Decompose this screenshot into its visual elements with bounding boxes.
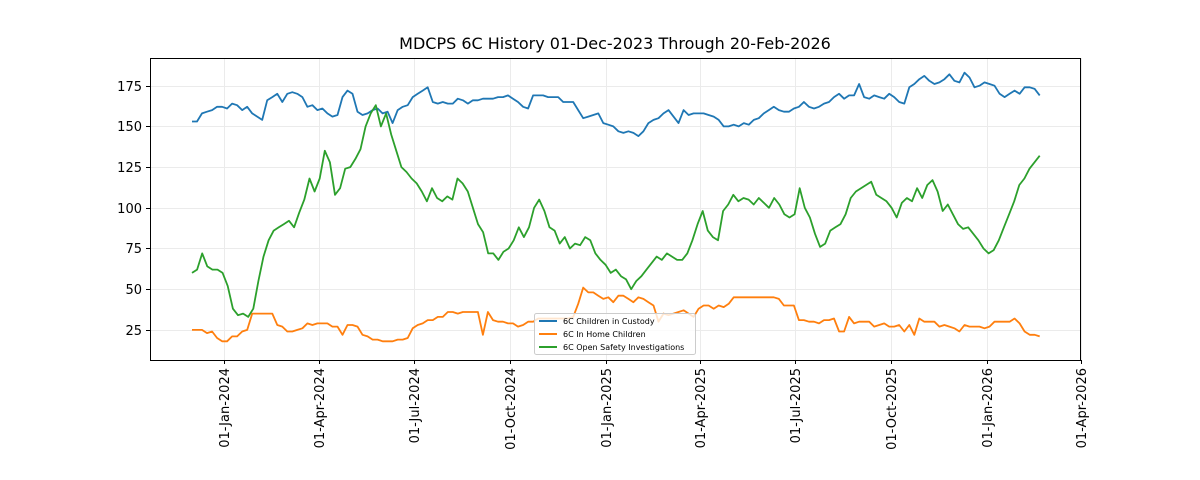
chart-title: MDCPS 6C History 01-Dec-2023 Through 20-… bbox=[399, 34, 831, 53]
series-layer bbox=[191, 71, 1041, 343]
legend-box bbox=[534, 313, 696, 355]
x-tick-label: 01-Jul-2025 bbox=[789, 368, 804, 443]
x-tick-label: 01-Jan-2025 bbox=[600, 368, 615, 448]
y-tick-label: 50 bbox=[125, 283, 142, 298]
x-tick-label: 01-Jan-2024 bbox=[218, 368, 233, 448]
x-axis: 01-Jan-2024 01-Apr-2024 01-Jul-2024 01-Oct-… bbox=[218, 360, 1090, 450]
x-tick-label: 01-Oct-2024 bbox=[504, 368, 519, 450]
y-tick-label: 150 bbox=[117, 120, 142, 135]
y-axis: 25 50 75 100 125 150 175 bbox=[117, 80, 150, 339]
y-tick-label: 175 bbox=[117, 80, 142, 95]
plot-frame bbox=[150, 58, 1081, 361]
series-line-6c-open-safety-investigations bbox=[191, 104, 1041, 318]
x-tick-label: 01-Apr-2025 bbox=[694, 368, 709, 448]
legend-label-custody: 6C Children in Custody bbox=[563, 317, 655, 326]
y-tick-label: 125 bbox=[117, 161, 142, 176]
legend: 6C Children in Custody 6C In Home Childr… bbox=[534, 313, 696, 355]
y-tick-label: 75 bbox=[125, 242, 142, 257]
x-tick-label: 01-Oct-2025 bbox=[885, 368, 900, 450]
x-tick-label: 01-Apr-2024 bbox=[313, 368, 328, 448]
legend-label-investigations: 6C Open Safety Investigations bbox=[563, 343, 684, 352]
legend-label-in-home: 6C In Home Children bbox=[563, 330, 646, 339]
series-line-6c-in-home-children bbox=[192, 286, 1040, 343]
y-tick-label: 25 bbox=[125, 324, 142, 339]
x-tick-label: 01-Jan-2026 bbox=[981, 368, 996, 448]
series-line-6c-children-in-custody bbox=[192, 71, 1041, 138]
x-tick-label: 01-Jul-2024 bbox=[408, 368, 423, 443]
x-tick-label: 01-Apr-2026 bbox=[1075, 368, 1090, 448]
y-tick-label: 100 bbox=[117, 202, 142, 217]
